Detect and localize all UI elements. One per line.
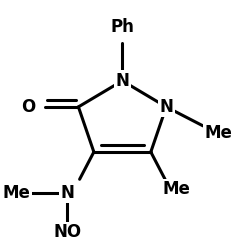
Text: N: N	[159, 98, 173, 116]
Text: N: N	[60, 184, 74, 202]
Text: O: O	[21, 98, 36, 116]
Text: N: N	[115, 72, 129, 90]
Text: NO: NO	[53, 223, 81, 241]
Text: Me: Me	[205, 124, 232, 142]
Text: Ph: Ph	[110, 18, 134, 36]
Text: Me: Me	[163, 181, 191, 199]
Text: Me: Me	[3, 184, 31, 202]
